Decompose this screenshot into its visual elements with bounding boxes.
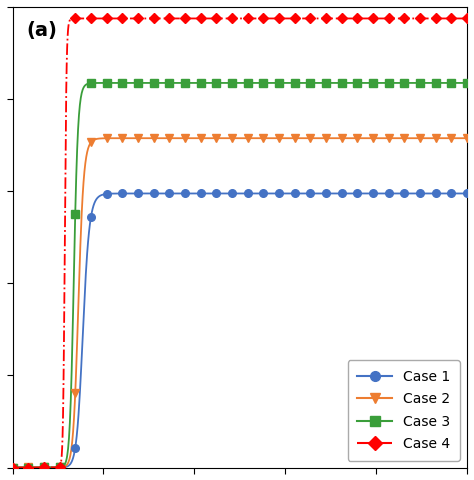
Legend: Case 1, Case 2, Case 3, Case 4: Case 1, Case 2, Case 3, Case 4 <box>347 360 460 460</box>
Text: (a): (a) <box>26 21 57 40</box>
